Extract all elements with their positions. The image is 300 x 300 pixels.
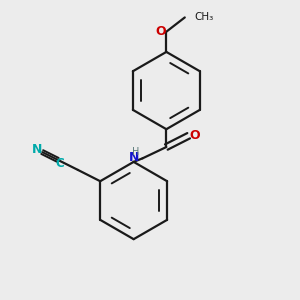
Text: N: N <box>129 151 140 164</box>
Text: CH₃: CH₃ <box>194 12 214 22</box>
Text: O: O <box>190 129 200 142</box>
Text: O: O <box>156 25 166 38</box>
Text: N: N <box>32 143 43 156</box>
Text: H: H <box>132 147 140 157</box>
Text: C: C <box>56 157 64 170</box>
